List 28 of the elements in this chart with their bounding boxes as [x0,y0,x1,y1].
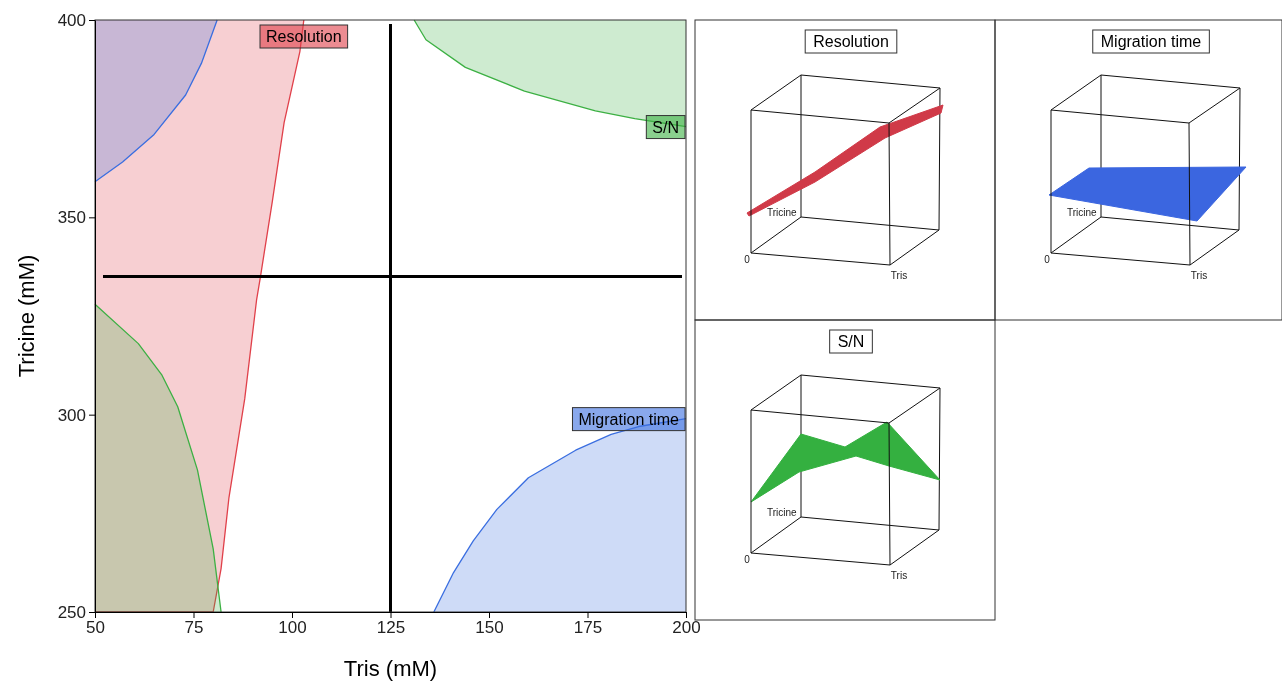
series-label: Resolution [266,28,342,45]
text: Tricine [1067,207,1098,218]
text: Resolution [813,33,889,50]
x-tick-label: 150 [475,618,504,638]
text: 0 [744,254,751,265]
y-tick-label: 250 [57,602,86,622]
x-tick-label: 125 [376,618,406,638]
y-axis-title: Tricine (mM) [14,254,39,378]
x-tick-label: 175 [573,618,603,638]
y-tick-label: 300 [57,405,86,425]
x-tick-label: 100 [278,618,307,638]
series-label: Migration time [578,410,680,428]
text: 0 [744,554,751,565]
x-axis-title: Tris (mM) [343,656,438,681]
text: Tris [890,570,908,581]
text: Tris [890,270,908,281]
text: Tricine [767,507,798,518]
x-tick-label: 50 [86,618,105,638]
text: Tricine [767,207,798,218]
x-tick-label: 75 [184,618,204,638]
text: Tris [1190,270,1208,281]
x-tick-label: 200 [672,618,701,638]
y-tick-label: 400 [57,10,86,30]
text: S/N [837,333,865,350]
series-label: S/N [652,118,679,136]
text: Migration time [1100,33,1202,50]
text: 0 [1044,254,1051,265]
y-tick-label: 350 [57,208,86,228]
